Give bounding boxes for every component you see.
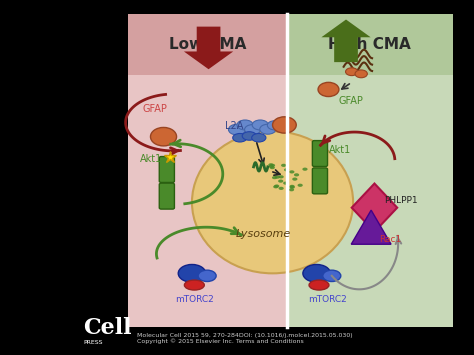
- Ellipse shape: [289, 170, 294, 174]
- Ellipse shape: [290, 185, 295, 188]
- Ellipse shape: [260, 124, 276, 134]
- Text: Akt1: Akt1: [328, 144, 351, 155]
- Ellipse shape: [274, 185, 279, 188]
- FancyBboxPatch shape: [128, 75, 287, 327]
- FancyBboxPatch shape: [312, 141, 328, 166]
- Ellipse shape: [279, 175, 284, 179]
- Text: PRESS: PRESS: [83, 340, 102, 345]
- FancyBboxPatch shape: [128, 14, 287, 75]
- Ellipse shape: [278, 180, 283, 183]
- Text: mTORC2: mTORC2: [175, 295, 214, 304]
- Text: GFAP: GFAP: [142, 104, 167, 114]
- Text: Cell: Cell: [83, 317, 131, 339]
- Ellipse shape: [178, 264, 206, 282]
- Ellipse shape: [318, 82, 339, 97]
- Text: Low CMA: Low CMA: [169, 37, 246, 52]
- Ellipse shape: [275, 175, 280, 179]
- Ellipse shape: [302, 168, 308, 171]
- Ellipse shape: [270, 164, 275, 167]
- FancyBboxPatch shape: [312, 168, 328, 194]
- FancyBboxPatch shape: [287, 75, 453, 327]
- Ellipse shape: [245, 125, 261, 135]
- Ellipse shape: [270, 166, 275, 169]
- Ellipse shape: [228, 124, 246, 135]
- Ellipse shape: [198, 270, 216, 282]
- Text: L2A: L2A: [225, 120, 244, 131]
- FancyBboxPatch shape: [159, 183, 174, 209]
- Ellipse shape: [267, 121, 283, 130]
- Text: Molecular Cell 2015 59, 270-284DOI: (10.1016/j.molcel.2015.05.030): Molecular Cell 2015 59, 270-284DOI: (10.…: [137, 333, 353, 338]
- Ellipse shape: [303, 264, 330, 282]
- Ellipse shape: [283, 181, 288, 185]
- Ellipse shape: [294, 173, 299, 176]
- Ellipse shape: [242, 132, 256, 140]
- Ellipse shape: [273, 117, 296, 133]
- Text: PHLPP1: PHLPP1: [384, 196, 418, 205]
- Ellipse shape: [281, 164, 286, 167]
- Ellipse shape: [323, 270, 341, 282]
- Polygon shape: [321, 20, 371, 62]
- Text: mTORC2: mTORC2: [308, 295, 347, 304]
- Ellipse shape: [252, 133, 266, 142]
- Polygon shape: [351, 210, 391, 244]
- Ellipse shape: [184, 280, 204, 290]
- Ellipse shape: [289, 188, 294, 191]
- Ellipse shape: [192, 131, 353, 273]
- Ellipse shape: [233, 133, 247, 142]
- Ellipse shape: [151, 127, 176, 146]
- FancyBboxPatch shape: [159, 157, 174, 182]
- Ellipse shape: [272, 176, 277, 179]
- Ellipse shape: [346, 68, 358, 76]
- Polygon shape: [352, 184, 397, 232]
- Text: GFAP: GFAP: [339, 95, 364, 106]
- Ellipse shape: [309, 280, 329, 290]
- Ellipse shape: [355, 70, 367, 78]
- Ellipse shape: [273, 185, 278, 189]
- Text: Rac1: Rac1: [379, 235, 401, 244]
- Ellipse shape: [298, 184, 303, 187]
- Text: Akt1: Akt1: [140, 153, 162, 164]
- Ellipse shape: [290, 186, 295, 189]
- Text: Lysosome: Lysosome: [236, 229, 291, 239]
- Ellipse shape: [269, 165, 274, 168]
- Ellipse shape: [252, 120, 268, 130]
- FancyBboxPatch shape: [287, 14, 453, 75]
- Ellipse shape: [237, 120, 253, 130]
- Ellipse shape: [292, 178, 298, 181]
- Text: High CMA: High CMA: [328, 37, 411, 52]
- Ellipse shape: [279, 187, 284, 190]
- Ellipse shape: [268, 163, 273, 166]
- Text: Copyright © 2015 Elsevier Inc. Terms and Conditions: Copyright © 2015 Elsevier Inc. Terms and…: [137, 339, 304, 344]
- Ellipse shape: [284, 168, 289, 171]
- Polygon shape: [184, 27, 233, 69]
